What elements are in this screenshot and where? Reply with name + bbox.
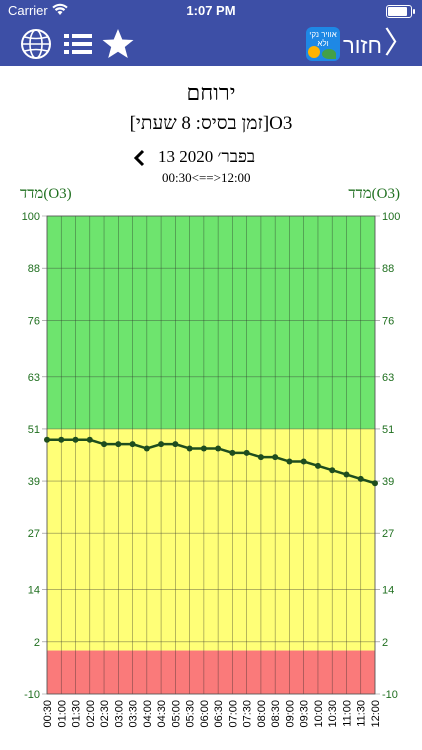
- y-tick-label-right: 39: [382, 476, 394, 488]
- x-tick-label: 11:30: [356, 700, 368, 727]
- y-tick-label-right: 27: [382, 528, 394, 540]
- x-tick-label: 06:30: [213, 700, 225, 728]
- data-point: [72, 436, 79, 443]
- y-axis-title-right: מדד(O3): [348, 186, 400, 202]
- band-0: [47, 216, 375, 429]
- data-point: [329, 467, 336, 474]
- data-point: [257, 454, 264, 461]
- data-point: [158, 441, 165, 448]
- y-tick-label-left: 27: [28, 528, 40, 540]
- data-point: [357, 475, 364, 482]
- page-subtitle: [זמן בסיס: 8 שעתי]O3: [129, 113, 293, 134]
- back-label: חזור: [342, 33, 382, 58]
- y-tick-label-right: 63: [382, 372, 394, 384]
- y-tick-label-left: 76: [28, 315, 40, 327]
- y-tick-label-right: -10: [382, 689, 398, 701]
- leaf-icon: [322, 49, 336, 59]
- nav-bar: אוויר נקי ולא חזור〉: [0, 22, 422, 66]
- status-time: 1:07 PM: [186, 3, 236, 18]
- band-2: [47, 650, 375, 694]
- list-icon[interactable]: [60, 26, 96, 62]
- plot-border: [46, 215, 376, 695]
- status-bar: Carrier 1:07 PM: [0, 0, 422, 22]
- y-tick-label-right: 14: [382, 585, 394, 597]
- data-point: [172, 441, 179, 448]
- x-tick-label: 01:30: [71, 700, 83, 728]
- y-tick-label-left: 100: [22, 211, 40, 223]
- back-button[interactable]: חזור〉: [343, 28, 414, 60]
- data-point: [129, 441, 136, 448]
- y-tick-label-left: 63: [28, 372, 40, 384]
- x-tick-label: 02:00: [85, 700, 97, 728]
- x-tick-label: 10:30: [327, 700, 339, 728]
- x-tick-label: 03:00: [113, 700, 125, 728]
- data-point: [86, 436, 93, 443]
- data-point: [186, 445, 193, 452]
- x-tick-label: 10:00: [313, 700, 325, 728]
- y-tick-label-right: 76: [382, 315, 394, 327]
- x-tick-label: 05:30: [185, 700, 197, 728]
- y-tick-label-right: 100: [382, 211, 400, 223]
- data-point: [372, 480, 378, 487]
- y-tick-label-left: 2: [34, 637, 40, 649]
- x-tick-label: 05:00: [170, 700, 182, 728]
- y-tick-label-left: 39: [28, 476, 40, 488]
- data-point: [272, 454, 279, 461]
- y-tick-label-left: -10: [24, 689, 40, 701]
- data-point: [215, 445, 222, 452]
- star-icon[interactable]: [100, 26, 136, 62]
- sun-icon: [308, 46, 320, 58]
- x-tick-label: 09:30: [299, 700, 311, 728]
- data-point: [44, 436, 50, 443]
- o3-chart: -10 -10 2 2 14 14 27 27 39 39 51 51 63 63 76 76 88 88 100 1…: [22, 211, 401, 728]
- x-tick-label: 02:30: [99, 700, 111, 728]
- x-tick-label: 07:00: [227, 700, 239, 728]
- x-tick-label: 04:30: [156, 700, 168, 728]
- logo-text: אוויר נקי ולא: [309, 30, 337, 48]
- x-tick-label: 08:00: [256, 700, 268, 728]
- data-point: [286, 458, 293, 465]
- data-point: [229, 449, 236, 456]
- data-point: [115, 441, 122, 448]
- chevron-left-icon[interactable]: [130, 147, 150, 169]
- data-point: [58, 436, 65, 443]
- x-tick-label: 06:00: [199, 700, 211, 728]
- time-range: 00:30<==>12:00: [162, 170, 251, 185]
- y-tick-label-left: 51: [28, 424, 40, 436]
- globe-icon[interactable]: [18, 26, 54, 62]
- x-tick-label: 04:00: [142, 700, 154, 728]
- x-tick-label: 03:30: [128, 700, 140, 728]
- data-point: [314, 462, 321, 469]
- x-tick-label: 08:30: [270, 700, 282, 728]
- x-tick-label: 01:00: [56, 700, 68, 728]
- data-point: [101, 441, 108, 448]
- battery-icon: [386, 5, 415, 18]
- data-point: [200, 445, 207, 452]
- x-tick-label: 07:30: [242, 700, 254, 728]
- data-point: [243, 449, 250, 456]
- data-point: [343, 471, 350, 478]
- y-tick-label-right: 2: [382, 637, 388, 649]
- data-point: [143, 445, 150, 452]
- y-tick-label-left: 14: [28, 585, 40, 597]
- y-tick-label-right: 88: [382, 263, 394, 275]
- x-tick-label: 12:00: [370, 700, 382, 728]
- data-point: [300, 458, 307, 465]
- app-logo[interactable]: אוויר נקי ולא: [306, 27, 340, 61]
- chevron-right-icon: 〉: [384, 27, 414, 60]
- y-axis-title-left: מדד(O3): [20, 186, 72, 202]
- carrier-label: Carrier: [8, 3, 48, 18]
- x-tick-label: 11:00: [341, 700, 353, 727]
- wifi-icon: [52, 3, 68, 15]
- y-tick-label-right: 51: [382, 424, 394, 436]
- station-title: ירוחם: [186, 80, 236, 105]
- selected-date: 13 בפבר׳ 2020: [158, 147, 256, 166]
- x-tick-label: 00:30: [42, 700, 54, 728]
- x-tick-label: 09:00: [284, 700, 296, 728]
- y-tick-label-left: 88: [28, 263, 40, 275]
- band-1: [47, 428, 375, 651]
